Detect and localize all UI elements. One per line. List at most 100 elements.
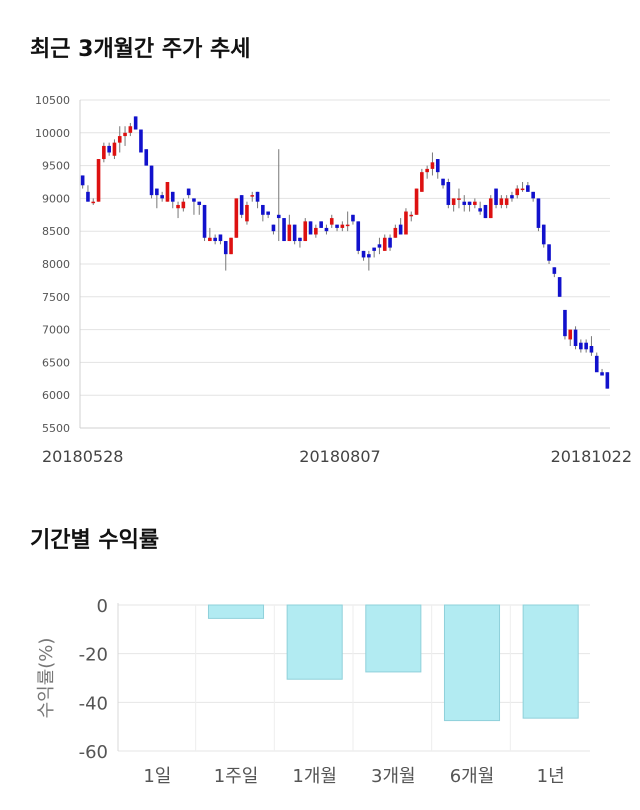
candle-body — [229, 237, 233, 255]
candle-body — [340, 224, 345, 228]
candle-body — [589, 346, 594, 353]
candle-body — [128, 126, 133, 133]
candle-body — [266, 211, 270, 215]
candle-body — [510, 195, 514, 199]
candle-body — [160, 195, 164, 199]
candle-body — [324, 227, 329, 232]
candle-body — [483, 204, 488, 219]
candle-body — [329, 218, 334, 225]
candle-body — [552, 267, 557, 274]
candle-body — [86, 191, 90, 202]
candle-body — [536, 198, 541, 228]
candle-body — [409, 214, 414, 217]
candle-body — [526, 185, 530, 192]
candle-body — [80, 175, 85, 186]
candle-body — [404, 211, 408, 235]
y-tick-label: 7500 — [42, 291, 70, 304]
candle-body — [467, 201, 472, 205]
candle-body — [117, 136, 122, 143]
candle-body — [261, 204, 265, 215]
candle-body — [319, 221, 323, 228]
candle-body — [478, 208, 482, 212]
candle-body — [520, 188, 525, 191]
candle-body — [515, 188, 520, 196]
category-label: 1주일 — [214, 766, 259, 787]
candlestick-chart: 5500 6000 6500 7000 7500 8000 8500 9000 9500 1000… — [35, 94, 632, 466]
candle-body — [351, 214, 355, 222]
category-label: 6개월 — [450, 766, 495, 787]
return-bar — [286, 604, 343, 680]
candle-body — [107, 145, 111, 153]
y-tick-label: 5500 — [42, 422, 70, 435]
candle-body — [335, 224, 339, 228]
candle-body — [155, 188, 159, 196]
x-tick-label: 20180807 — [299, 447, 380, 466]
candle-body — [197, 201, 202, 205]
candle-body — [446, 182, 451, 205]
y-tick-label: 10500 — [35, 94, 70, 107]
candle-body — [303, 221, 308, 242]
candle-body — [420, 172, 424, 192]
candle-body — [91, 201, 96, 204]
candle-body — [282, 218, 286, 242]
return-bar — [443, 604, 501, 722]
category-label: 1년 — [537, 766, 565, 787]
candle-body — [287, 224, 292, 242]
candle-body — [181, 201, 186, 209]
candle-body — [451, 198, 456, 205]
x-tick-label: 20180528 — [42, 447, 123, 466]
candle-body — [388, 237, 392, 248]
y-tick-label: -40 — [79, 693, 108, 714]
candle-body — [361, 250, 366, 258]
candle-body — [123, 132, 127, 137]
candle-body — [605, 372, 610, 389]
candle-body — [102, 145, 106, 160]
candle-body — [573, 329, 578, 346]
return-bar — [365, 604, 422, 673]
candle-body — [425, 168, 429, 173]
candle-body — [239, 195, 244, 215]
candle-body — [398, 224, 403, 235]
candle-body — [213, 237, 217, 242]
candle-body — [308, 221, 313, 235]
candle-body — [541, 224, 546, 245]
y-tick-label: 0 — [97, 596, 108, 617]
return-bar — [207, 604, 265, 619]
candle-body — [112, 142, 117, 156]
y-tick-label: 7000 — [42, 324, 70, 337]
candle-body — [149, 165, 154, 196]
candle-body — [292, 224, 297, 242]
candle-body — [531, 191, 535, 199]
period-return-title: 기간별 수익률 — [30, 528, 160, 553]
candle-body — [494, 188, 498, 205]
candle-body — [314, 227, 318, 235]
candle-body — [457, 198, 461, 200]
return-bar — [522, 604, 579, 719]
y-axis-label: 수익률(%) — [36, 638, 57, 719]
candle-body — [96, 159, 101, 202]
y-tick-label: 6500 — [42, 356, 70, 369]
candle-body — [462, 201, 467, 205]
candle-body — [600, 372, 604, 376]
candle-body — [345, 224, 350, 227]
candle-body — [499, 198, 504, 205]
candle-body — [255, 191, 260, 202]
candle-body — [563, 309, 567, 337]
candle-body — [441, 178, 445, 186]
candle-body — [473, 201, 477, 205]
candle-body — [276, 214, 281, 219]
y-tick-label: -60 — [79, 742, 108, 763]
candle-body — [144, 149, 149, 166]
candle-body — [356, 221, 361, 251]
candle-body — [139, 129, 143, 153]
category-label: 1개월 — [292, 766, 337, 787]
candle-body — [557, 277, 562, 297]
candle-body — [430, 162, 435, 169]
y-tick-label: -20 — [79, 645, 108, 666]
x-tick-label: 20181022 — [551, 447, 632, 466]
y-tick-label: 9500 — [42, 160, 70, 173]
candle-body — [271, 224, 276, 232]
candle-body — [223, 241, 228, 255]
